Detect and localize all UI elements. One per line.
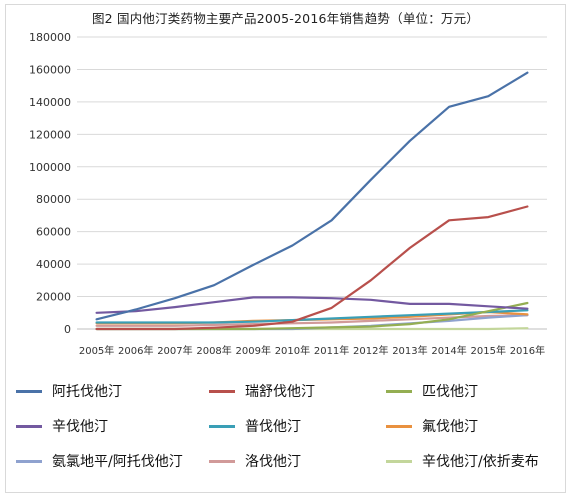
legend-swatch bbox=[16, 459, 42, 463]
legend-label: 洛伐他汀 bbox=[245, 454, 301, 470]
x-tick-label: 2012年 bbox=[353, 344, 388, 357]
x-tick-label: 2011年 bbox=[314, 344, 349, 357]
legend-label: 氨氯地平/阿托伐他汀 bbox=[52, 454, 183, 470]
legend-swatch bbox=[16, 424, 42, 428]
legend-item: 辛伐他汀/依折麦布 bbox=[386, 446, 539, 476]
x-tick-label: 2013年 bbox=[392, 344, 427, 357]
y-tick-label: 160000 bbox=[29, 63, 71, 76]
legend-swatch bbox=[209, 459, 235, 463]
chart-title: 图2 国内他汀类药物主要产品2005-2016年销售趋势（单位：万元） bbox=[91, 11, 480, 26]
legend-swatch bbox=[386, 424, 412, 428]
y-axis-tick-labels: 0 20000 40000 60000 80000 100000 120000 140000 1… bbox=[29, 31, 71, 336]
legend-label: 辛伐他汀/依折麦布 bbox=[422, 454, 539, 470]
series-line bbox=[95, 205, 529, 331]
legend-swatch bbox=[16, 389, 42, 393]
y-tick-label: 180000 bbox=[29, 31, 71, 44]
gridlines bbox=[77, 36, 547, 330]
legend-swatch bbox=[209, 389, 235, 393]
legend-item: 阿托伐他汀 bbox=[16, 376, 122, 406]
x-tick-label: 2010年 bbox=[275, 344, 310, 357]
series-line bbox=[95, 296, 529, 314]
x-tick-label: 2008年 bbox=[196, 344, 231, 357]
legend-item: 洛伐他汀 bbox=[209, 446, 301, 476]
legend-item: 普伐他汀 bbox=[209, 411, 301, 441]
x-axis-tick-labels: 2005年 2006年 2007年 2008年 2009年 2010年 2011年 2012年… bbox=[79, 344, 545, 357]
legend-item: 匹伐他汀 bbox=[386, 376, 478, 406]
legend-swatch bbox=[386, 459, 412, 463]
legend-label: 氟伐他汀 bbox=[422, 419, 478, 435]
x-tick-label: 2014年 bbox=[431, 344, 466, 357]
y-tick-label: 40000 bbox=[36, 258, 71, 271]
series-line bbox=[95, 71, 529, 321]
legend-item: 瑞舒伐他汀 bbox=[209, 376, 315, 406]
y-tick-label: 0 bbox=[64, 323, 71, 336]
y-tick-label: 20000 bbox=[36, 291, 71, 304]
x-tick-label: 2005年 bbox=[79, 344, 114, 357]
x-tick-label: 2009年 bbox=[236, 344, 271, 357]
legend-label: 匹伐他汀 bbox=[422, 384, 478, 400]
series-lines bbox=[95, 71, 529, 331]
legend-item: 氨氯地平/阿托伐他汀 bbox=[16, 446, 183, 476]
chart-legend: 阿托伐他汀 瑞舒伐他汀 匹伐他汀辛伐他汀 普伐他汀 氟伐他汀氨氯地平/阿托伐他汀 洛伐他汀… bbox=[16, 370, 561, 490]
x-tick-label: 2016年 bbox=[510, 344, 545, 357]
legend-label: 阿托伐他汀 bbox=[52, 384, 122, 400]
legend-label: 瑞舒伐他汀 bbox=[245, 384, 315, 400]
y-tick-label: 100000 bbox=[29, 161, 71, 174]
y-tick-label: 80000 bbox=[36, 193, 71, 206]
legend-swatch bbox=[386, 389, 412, 393]
y-tick-label: 60000 bbox=[36, 226, 71, 239]
x-tick-label: 2006年 bbox=[118, 344, 153, 357]
legend-label: 普伐他汀 bbox=[245, 419, 301, 435]
legend-item: 辛伐他汀 bbox=[16, 411, 108, 441]
y-tick-label: 140000 bbox=[29, 96, 71, 109]
legend-label: 辛伐他汀 bbox=[52, 419, 108, 435]
y-tick-label: 120000 bbox=[29, 128, 71, 141]
legend-item: 氟伐他汀 bbox=[386, 411, 478, 441]
x-tick-label: 2007年 bbox=[157, 344, 192, 357]
series-line bbox=[95, 309, 529, 324]
legend-swatch bbox=[209, 424, 235, 428]
x-tick-label: 2015年 bbox=[471, 344, 506, 357]
